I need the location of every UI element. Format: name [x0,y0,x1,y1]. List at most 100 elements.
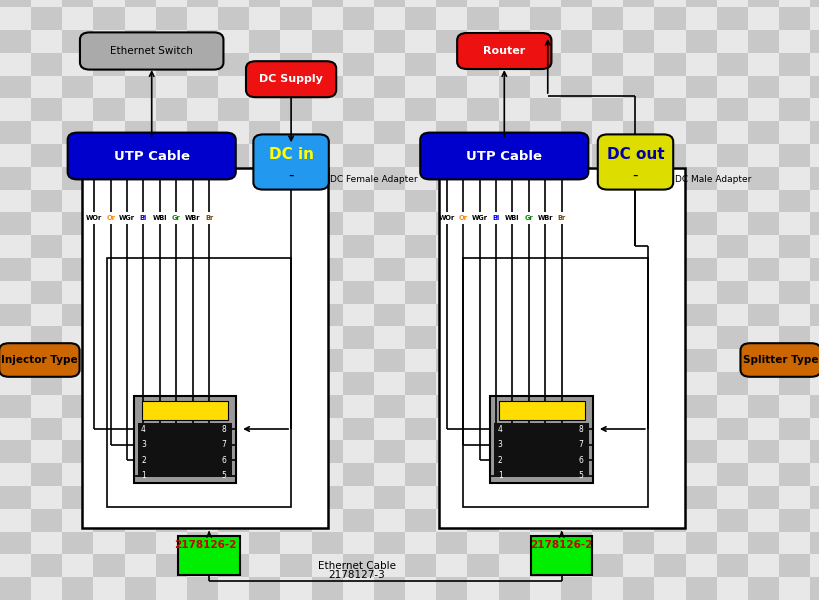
Bar [124,304,156,326]
Bar [218,326,249,349]
Bar [405,349,436,372]
Bar [0,349,31,372]
Bar [716,190,747,212]
Bar [685,30,716,53]
Bar [280,372,311,395]
Bar [187,486,218,509]
Text: 2178127-3: 2178127-3 [328,570,385,580]
FancyBboxPatch shape [0,343,79,377]
Bar [124,326,156,349]
Bar [373,281,405,304]
Bar [560,532,591,554]
Bar [467,509,498,532]
Bar [405,212,436,235]
Bar [809,281,819,304]
Bar [187,144,218,167]
Bar [560,258,591,281]
Text: 7: 7 [221,440,226,449]
Bar [373,76,405,98]
Bar [622,486,654,509]
Text: WBr: WBr [537,215,552,221]
Bar [654,53,685,76]
Bar [498,7,529,30]
Bar [529,509,560,532]
Bar [591,144,622,167]
Bar [436,326,467,349]
Bar [373,167,405,190]
Bar [591,349,622,372]
Bar [311,0,342,7]
Bar [498,258,529,281]
Bar [778,7,809,30]
Bar [467,326,498,349]
Bar [124,486,156,509]
Bar [156,76,187,98]
Bar [778,418,809,440]
Bar [498,486,529,509]
Bar [156,167,187,190]
Bar [654,121,685,144]
Bar [716,418,747,440]
Bar [373,7,405,30]
Bar [0,30,31,53]
Bar [405,577,436,600]
Bar [747,554,778,577]
Bar [187,190,218,212]
Text: 3: 3 [141,440,146,449]
Bar [467,167,498,190]
Text: Ethernet Switch: Ethernet Switch [110,46,193,56]
Bar [560,144,591,167]
Bar [342,281,373,304]
Bar [373,554,405,577]
Bar [591,532,622,554]
Bar [716,0,747,7]
Bar [747,304,778,326]
Bar [622,258,654,281]
Bar [498,509,529,532]
Bar [778,190,809,212]
Bar [93,372,124,395]
Bar [124,0,156,7]
Bar [280,144,311,167]
Bar [156,418,187,440]
Bar [467,121,498,144]
Bar [218,486,249,509]
Bar [467,349,498,372]
Bar [187,0,218,7]
Bar [809,7,819,30]
Text: Or: Or [106,215,115,221]
Bar [529,30,560,53]
Bar [62,235,93,258]
Bar [716,281,747,304]
Bar [373,372,405,395]
Bar [280,0,311,7]
Bar [373,53,405,76]
Bar [156,30,187,53]
Bar [93,76,124,98]
Bar [436,235,467,258]
Bar [31,53,62,76]
Bar [591,304,622,326]
Bar [778,53,809,76]
Bar [311,577,342,600]
Bar [280,304,311,326]
Bar [31,304,62,326]
Bar [467,372,498,395]
Bar [560,418,591,440]
Bar [187,76,218,98]
Bar [529,144,560,167]
Bar [622,235,654,258]
Bar [0,212,31,235]
Bar [654,554,685,577]
Bar [654,418,685,440]
Bar [373,418,405,440]
Bar [311,418,342,440]
Bar [218,76,249,98]
Bar [31,418,62,440]
Bar [31,7,62,30]
Bar [560,486,591,509]
Bar [436,167,467,190]
Bar [747,76,778,98]
Bar [529,190,560,212]
Bar [280,532,311,554]
